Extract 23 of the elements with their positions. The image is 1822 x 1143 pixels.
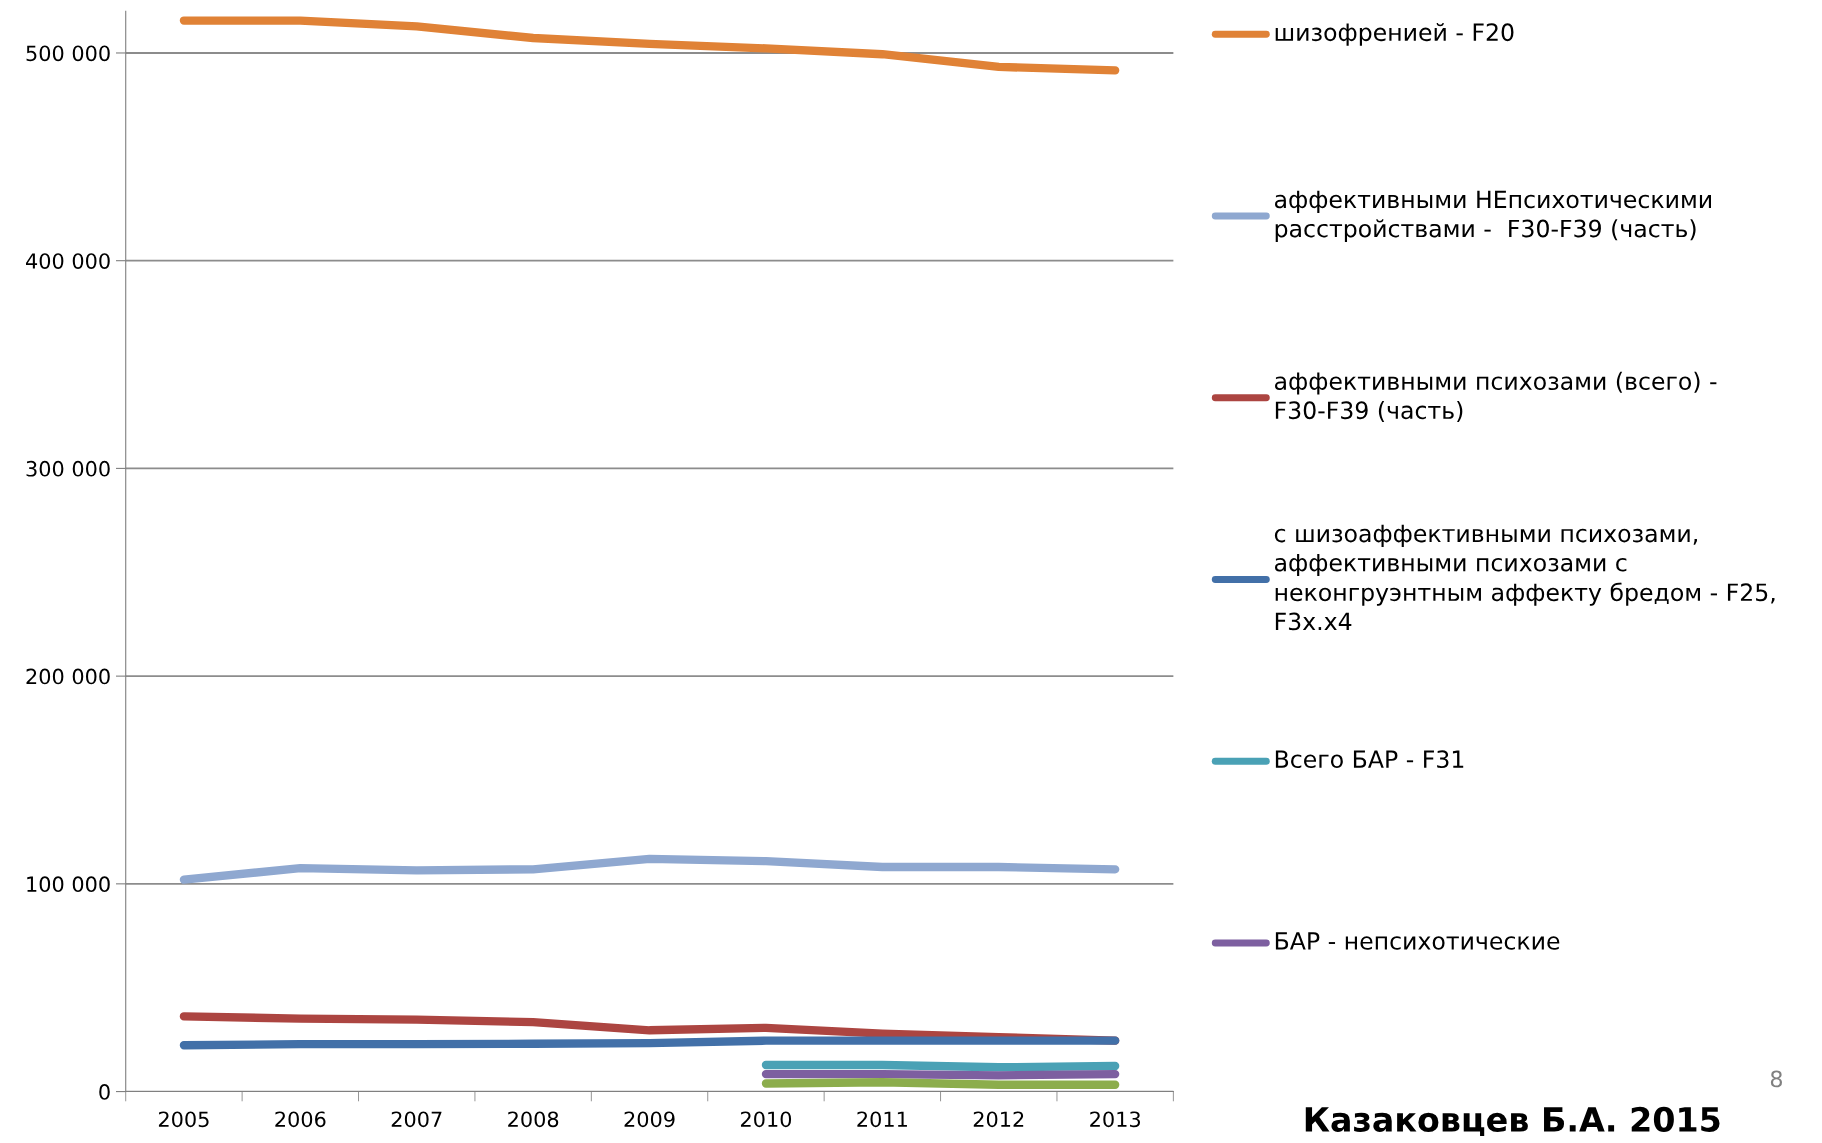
x-tick-label: 2006: [275, 1111, 326, 1128]
legend-label: аффективными НЕпсихотическими расстройствами - F30-F39 (часть): [1274, 190, 1711, 243]
y-tick-label: 0: [99, 1084, 110, 1100]
x-tick-label: 2007: [391, 1111, 442, 1128]
y-tick-label: 400 000: [26, 253, 110, 269]
text: Казаковцев Б.А. 2015: [1305, 1106, 1720, 1137]
y-tick-label: 500 000: [26, 45, 110, 62]
y-tick-label: 300 000: [26, 460, 110, 477]
x-tick-label: 2013: [1090, 1111, 1140, 1128]
x-tick-label: 2008: [508, 1111, 559, 1128]
legend-label: шизофренией - F20: [1275, 22, 1514, 46]
legend-label: Всего БАР - F31: [1275, 750, 1464, 769]
legend-label: аффективными психозами (всего) - F30-F39 (часть): [1274, 371, 1717, 422]
legend-label: БАР - непсихотические: [1275, 932, 1560, 950]
y-tick-label: 200 000: [26, 668, 110, 685]
x-tick-label: 2009: [624, 1111, 675, 1128]
legend-label: с шизоаффективными психозами, аффективными психозами с неконгруэнтным аффекту бредом - F25, F3x.x4: [1274, 524, 1775, 631]
x-tick-label: 2010: [740, 1111, 792, 1128]
y-tick-label: 100 000: [27, 876, 110, 893]
x-tick-label: 2005: [158, 1111, 209, 1128]
x-tick-label: 2012: [973, 1111, 1024, 1128]
x-tick-label: 2011: [857, 1111, 907, 1128]
text: 8: [1770, 1070, 1782, 1088]
